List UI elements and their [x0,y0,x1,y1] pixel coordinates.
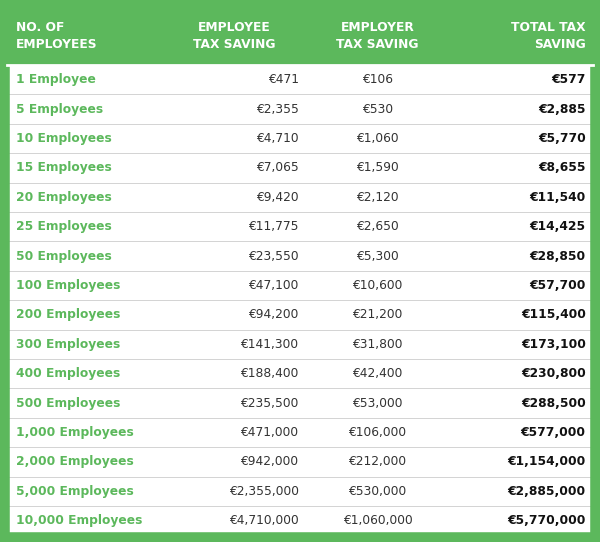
Text: €11,775: €11,775 [248,220,299,233]
Text: €2,885,000: €2,885,000 [508,485,586,498]
Text: €8,655: €8,655 [538,162,586,175]
Text: €2,885: €2,885 [538,102,586,115]
Text: €5,770,000: €5,770,000 [507,514,586,527]
Text: €471: €471 [268,73,299,86]
Text: €106,000: €106,000 [349,426,407,439]
Text: €4,710: €4,710 [256,132,299,145]
Text: €11,540: €11,540 [529,191,586,204]
Text: €1,154,000: €1,154,000 [508,455,586,468]
Text: €31,800: €31,800 [352,338,403,351]
Text: €942,000: €942,000 [241,455,299,468]
Text: 1,000 Employees: 1,000 Employees [16,426,133,439]
Text: €57,700: €57,700 [529,279,586,292]
Text: EMPLOYER
TAX SAVING: EMPLOYER TAX SAVING [337,21,419,50]
Text: €5,770: €5,770 [538,132,586,145]
Text: €2,120: €2,120 [356,191,399,204]
Text: EMPLOYEE
TAX SAVING: EMPLOYEE TAX SAVING [193,21,275,50]
Text: €2,355: €2,355 [256,102,299,115]
Text: €1,590: €1,590 [356,162,399,175]
Text: NO. OF
EMPLOYEES: NO. OF EMPLOYEES [16,21,97,50]
Text: €530: €530 [362,102,393,115]
Text: 200 Employees: 200 Employees [16,308,120,321]
Text: €10,600: €10,600 [352,279,403,292]
Text: €23,550: €23,550 [248,250,299,263]
Text: €14,425: €14,425 [529,220,586,233]
Text: 100 Employees: 100 Employees [16,279,120,292]
Text: €115,400: €115,400 [521,308,586,321]
Text: 2,000 Employees: 2,000 Employees [16,455,133,468]
Text: 500 Employees: 500 Employees [16,397,120,410]
Text: TOTAL TAX
SAVING: TOTAL TAX SAVING [511,21,586,50]
Text: €530,000: €530,000 [349,485,407,498]
Text: 1 Employee: 1 Employee [16,73,95,86]
Text: €235,500: €235,500 [240,397,299,410]
Text: €42,400: €42,400 [352,367,403,380]
Text: €7,065: €7,065 [256,162,299,175]
Text: 20 Employees: 20 Employees [16,191,112,204]
Text: €2,650: €2,650 [356,220,399,233]
Text: €53,000: €53,000 [352,397,403,410]
Text: €1,060: €1,060 [356,132,399,145]
Text: €4,710,000: €4,710,000 [229,514,299,527]
Text: €21,200: €21,200 [352,308,403,321]
Text: 5,000 Employees: 5,000 Employees [16,485,133,498]
Text: €577: €577 [551,73,586,86]
Bar [7,7,593,65]
Text: €1,060,000: €1,060,000 [343,514,412,527]
Text: €47,100: €47,100 [248,279,299,292]
Text: 300 Employees: 300 Employees [16,338,120,351]
Text: €188,400: €188,400 [240,367,299,380]
Text: €9,420: €9,420 [256,191,299,204]
Text: €106: €106 [362,73,393,86]
Text: €288,500: €288,500 [521,397,586,410]
Text: €471,000: €471,000 [241,426,299,439]
Text: 10 Employees: 10 Employees [16,132,112,145]
Text: €28,850: €28,850 [529,250,586,263]
Text: €5,300: €5,300 [356,250,399,263]
Text: 50 Employees: 50 Employees [16,250,112,263]
Text: 15 Employees: 15 Employees [16,162,112,175]
Text: €2,355,000: €2,355,000 [229,485,299,498]
Text: €94,200: €94,200 [248,308,299,321]
Text: 400 Employees: 400 Employees [16,367,120,380]
Text: €173,100: €173,100 [521,338,586,351]
Text: €141,300: €141,300 [241,338,299,351]
Text: 5 Employees: 5 Employees [16,102,103,115]
Text: €577,000: €577,000 [521,426,586,439]
Text: €212,000: €212,000 [349,455,407,468]
Text: 25 Employees: 25 Employees [16,220,112,233]
Text: €230,800: €230,800 [521,367,586,380]
Text: 10,000 Employees: 10,000 Employees [16,514,142,527]
